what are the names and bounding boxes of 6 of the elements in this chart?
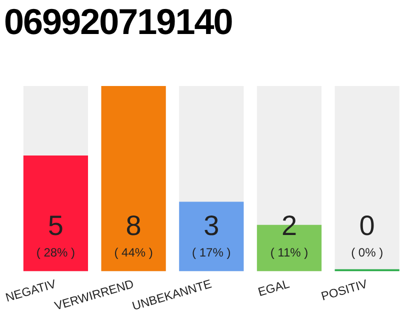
data-label: 0 ( 0% ) bbox=[351, 210, 384, 260]
data-label: 8 ( 44% ) bbox=[114, 210, 153, 260]
x-tick-label: EGAL bbox=[256, 276, 292, 300]
data-label: 5 ( 28% ) bbox=[36, 210, 76, 260]
data-label: 3 ( 17% ) bbox=[192, 210, 231, 260]
chart-title: 069920719140 bbox=[4, 0, 232, 44]
